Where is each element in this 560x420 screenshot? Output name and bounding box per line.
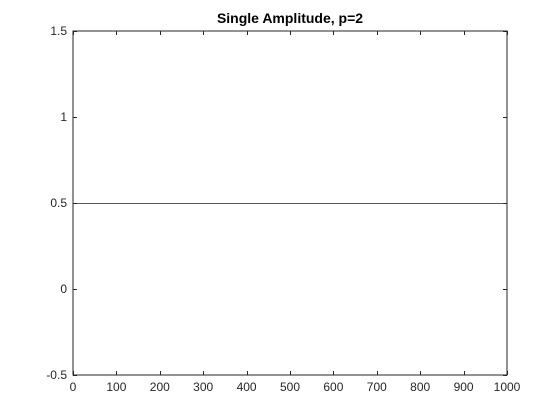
y-tick-label: 1.5 xyxy=(50,24,67,38)
x-tick-label: 400 xyxy=(237,380,257,394)
x-tick-label: 500 xyxy=(280,380,300,394)
y-tick-label: -0.5 xyxy=(46,368,67,382)
x-tick-label: 600 xyxy=(323,380,343,394)
y-tick-label: 0.5 xyxy=(50,196,67,210)
x-tick-label: 100 xyxy=(106,380,126,394)
x-tick-label: 900 xyxy=(454,380,474,394)
chart-title: Single Amplitude, p=2 xyxy=(217,10,363,26)
tick-labels-layer: 0 100 200 300 400 500 600 700 800 900 1000-0.500.5… xyxy=(46,24,520,394)
x-tick-label: 0 xyxy=(70,380,77,394)
x-tick-label: 800 xyxy=(410,380,430,394)
x-tick-label: 1000 xyxy=(494,380,521,394)
y-tick-label: 1 xyxy=(60,110,67,124)
x-tick-label: 200 xyxy=(150,380,170,394)
x-tick-label: 300 xyxy=(193,380,213,394)
ticks-layer xyxy=(73,31,508,376)
x-tick-label: 700 xyxy=(367,380,387,394)
y-tick-label: 0 xyxy=(60,282,67,296)
